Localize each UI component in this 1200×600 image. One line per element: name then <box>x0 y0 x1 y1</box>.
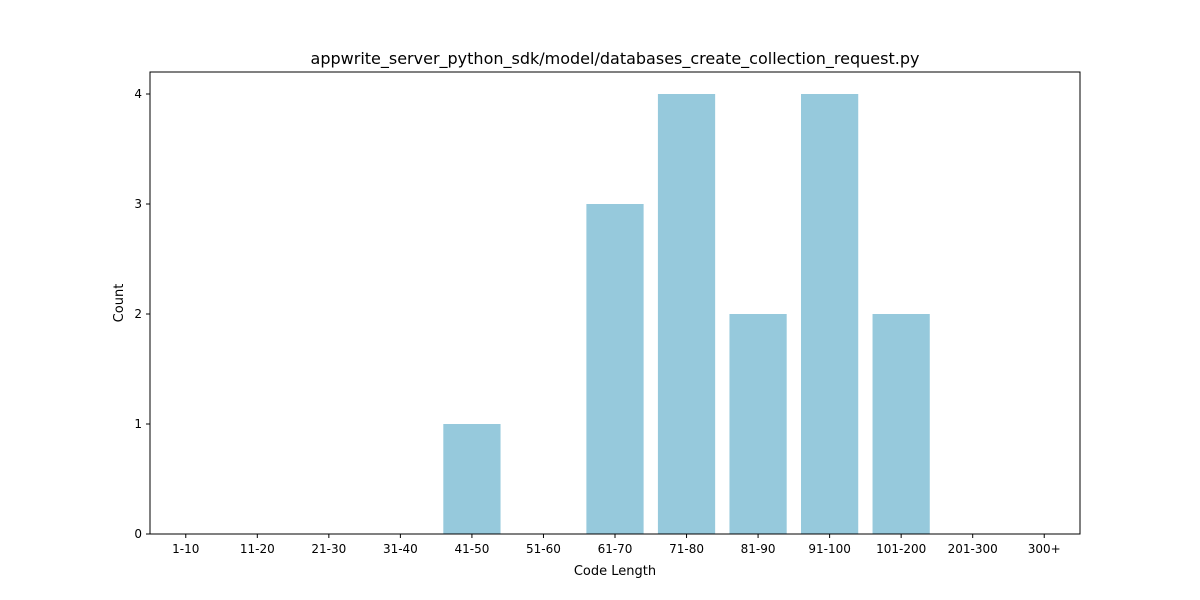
bars-group <box>443 94 930 534</box>
x-tick-label: 101-200 <box>876 542 926 556</box>
x-tick-label: 300+ <box>1028 542 1061 556</box>
y-axis-ticks: 0 1 2 3 4 <box>134 87 150 541</box>
bar-81-90 <box>729 314 787 534</box>
y-tick-label: 0 <box>134 527 142 541</box>
x-tick-label: 41-50 <box>454 542 489 556</box>
x-tick-label: 61-70 <box>598 542 633 556</box>
x-tick-label: 91-100 <box>808 542 851 556</box>
x-tick-label: 201-300 <box>948 542 998 556</box>
x-tick-label: 81-90 <box>741 542 776 556</box>
y-tick-label: 4 <box>134 87 142 101</box>
chart-title: appwrite_server_python_sdk/model/databas… <box>311 49 920 69</box>
bar-101-200 <box>872 314 930 534</box>
y-axis-label: Count <box>112 284 127 323</box>
y-tick-label: 1 <box>134 417 142 431</box>
bar-91-100 <box>801 94 859 534</box>
x-axis-ticks: 1-10 11-20 21-30 31-40 41-50 51-60 61-70 71-80 8… <box>172 534 1061 556</box>
x-tick-label: 11-20 <box>240 542 275 556</box>
bar-61-70 <box>586 204 644 534</box>
x-tick-label: 51-60 <box>526 542 561 556</box>
x-tick-label: 31-40 <box>383 542 418 556</box>
x-tick-label: 21-30 <box>311 542 346 556</box>
x-axis-label: Code Length <box>574 564 656 579</box>
x-tick-label: 1-10 <box>172 542 199 556</box>
bar-41-50 <box>443 424 501 534</box>
bar-71-80 <box>657 94 716 534</box>
y-tick-label: 2 <box>134 307 142 321</box>
y-tick-label: 3 <box>134 197 142 211</box>
x-tick-label: 71-80 <box>669 542 704 556</box>
